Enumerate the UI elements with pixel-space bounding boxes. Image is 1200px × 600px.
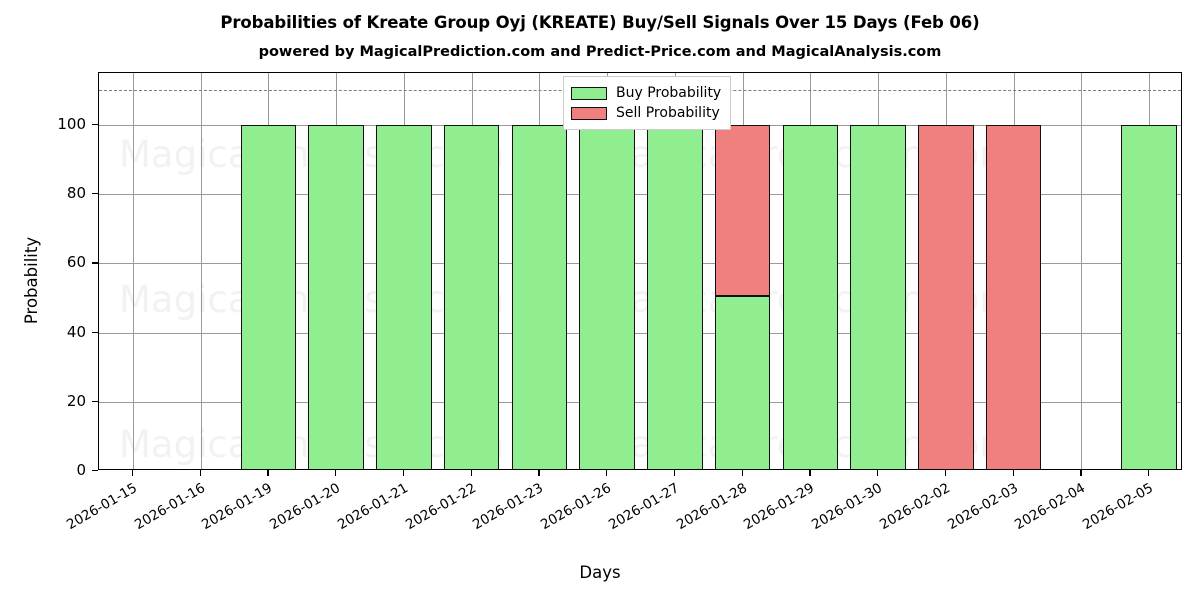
gridline-vertical bbox=[1081, 73, 1083, 469]
chart-title: Probabilities of Kreate Group Oyj (KREAT… bbox=[220, 13, 980, 32]
gridline-horizontal bbox=[99, 194, 1181, 196]
y-tick-label: 40 bbox=[66, 322, 86, 341]
y-tick-mark bbox=[92, 123, 98, 126]
x-tick-mark bbox=[402, 470, 405, 476]
x-tick-mark bbox=[944, 470, 947, 476]
y-tick-label: 0 bbox=[76, 461, 86, 479]
y-tick-mark bbox=[92, 262, 98, 264]
x-tick-mark bbox=[606, 470, 608, 476]
legend-label-sell: Sell Probability bbox=[616, 105, 720, 121]
legend-swatch-sell bbox=[571, 106, 607, 120]
y-tick-label: 100 bbox=[57, 114, 86, 133]
y-tick-mark bbox=[92, 193, 98, 195]
legend-item-buy: Buy Probability bbox=[571, 83, 721, 103]
y-tick-label: 80 bbox=[66, 184, 86, 203]
gridline-horizontal bbox=[99, 332, 1181, 334]
x-tick-mark bbox=[1080, 470, 1082, 476]
bar-buy-probability bbox=[579, 124, 635, 469]
bar-buy-probability bbox=[850, 124, 906, 469]
x-tick-mark bbox=[741, 470, 743, 476]
bar-sell-probability bbox=[714, 124, 771, 297]
y-tick-mark bbox=[92, 331, 98, 333]
bar-buy-probability bbox=[308, 124, 364, 469]
y-tick-label: 60 bbox=[66, 253, 86, 272]
x-tick-mark bbox=[673, 470, 676, 476]
x-tick-mark bbox=[538, 470, 540, 476]
x-tick-mark bbox=[470, 470, 472, 476]
gridline-horizontal bbox=[99, 401, 1181, 403]
bar-sell-probability bbox=[985, 124, 1042, 469]
bar-sell-probability bbox=[918, 124, 974, 469]
y-tick-label: 20 bbox=[66, 391, 86, 410]
chart-subtitle: powered by MagicalPrediction.com and Pre… bbox=[258, 44, 942, 60]
bar-buy-probability bbox=[376, 124, 432, 469]
x-tick-mark bbox=[877, 470, 879, 476]
x-tick-mark bbox=[199, 470, 201, 476]
legend-swatch-buy bbox=[571, 86, 607, 100]
bar-buy-probability bbox=[647, 124, 703, 469]
y-axis-label: Probability bbox=[22, 236, 42, 325]
x-tick-mark bbox=[267, 470, 269, 476]
y-tick-mark bbox=[92, 400, 98, 403]
legend-label-buy: Buy Probability bbox=[616, 85, 722, 101]
gridline-vertical bbox=[200, 73, 202, 469]
y-tick-mark bbox=[92, 470, 98, 472]
x-tick-mark bbox=[1148, 470, 1150, 476]
chart-legend: Buy Probability Sell Probability bbox=[563, 76, 732, 130]
bar-buy-probability bbox=[511, 124, 568, 469]
gridline-vertical bbox=[132, 73, 134, 469]
x-axis-label: Days bbox=[579, 563, 621, 582]
bar-buy-probability bbox=[240, 124, 297, 469]
x-tick-mark bbox=[1012, 470, 1014, 476]
legend-item-sell: Sell Probability bbox=[571, 103, 721, 123]
x-tick-mark bbox=[131, 470, 134, 476]
bar-buy-probability bbox=[714, 296, 771, 469]
x-tick-mark bbox=[335, 470, 337, 476]
x-tick-mark bbox=[809, 470, 811, 476]
bar-buy-probability bbox=[443, 124, 500, 469]
bar-buy-probability bbox=[1121, 124, 1177, 469]
gridline-horizontal bbox=[99, 263, 1181, 265]
plot-area: MagicalAnalysis.comMagicalPrediction.com… bbox=[98, 72, 1182, 470]
bar-buy-probability bbox=[782, 124, 839, 469]
